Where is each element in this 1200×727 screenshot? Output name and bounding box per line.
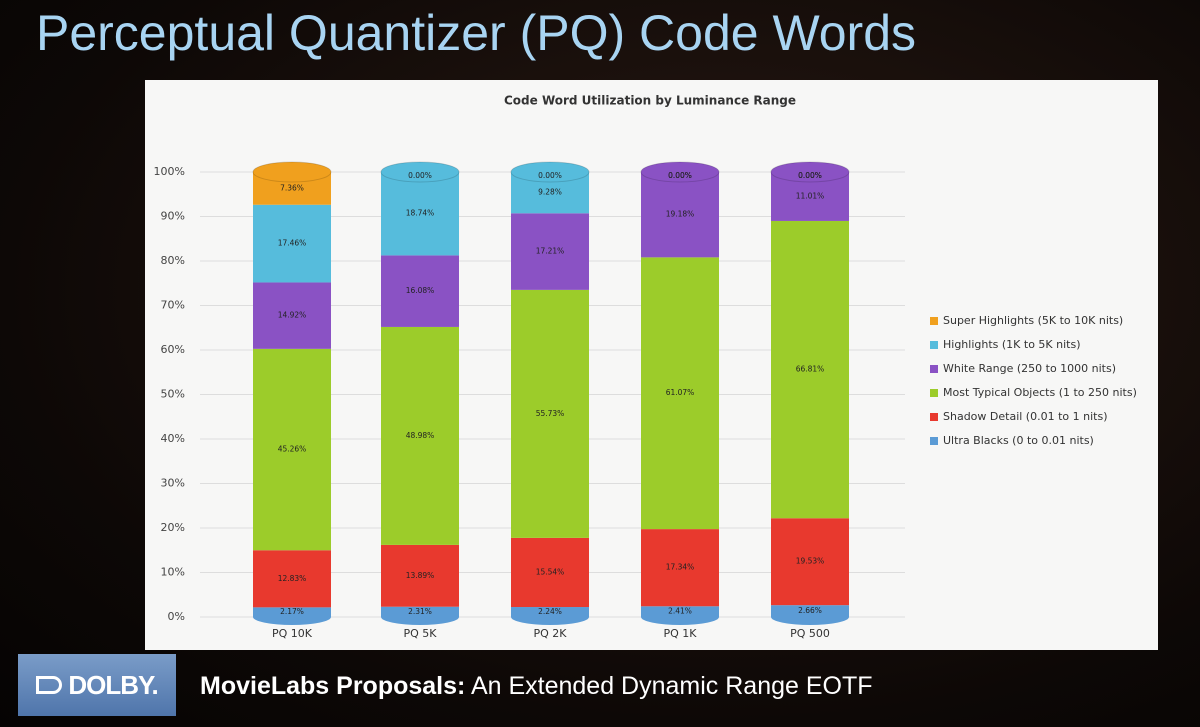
- legend-swatch: [930, 413, 938, 421]
- x-tick-label: PQ 2K: [534, 627, 568, 640]
- chart-title: Code Word Utilization by Luminance Range: [504, 94, 796, 108]
- x-tick-label: PQ 500: [790, 627, 830, 640]
- value-label: 2.17%: [280, 607, 304, 616]
- y-tick-label: 60%: [161, 343, 185, 356]
- bar-cap: [252, 161, 332, 183]
- bar-segment: [771, 220, 849, 519]
- y-tick-label: 80%: [161, 254, 185, 267]
- value-label: 2.41%: [668, 607, 692, 616]
- legend-label: Shadow Detail (0.01 to 1 nits): [943, 410, 1107, 423]
- value-label: 0.00%: [798, 171, 822, 180]
- x-tick-label: PQ 10K: [272, 627, 313, 640]
- y-tick-label: 70%: [161, 299, 185, 312]
- value-label: 13.89%: [406, 571, 435, 580]
- footer: DOLBY. MovieLabs Proposals: An Extended …: [0, 650, 1200, 727]
- legend-label: White Range (250 to 1000 nits): [943, 362, 1116, 375]
- y-tick-label: 100%: [154, 165, 185, 178]
- footer-bold: MovieLabs Proposals:: [200, 672, 466, 700]
- bar-cap: [380, 161, 460, 183]
- y-tick-label: 20%: [161, 521, 185, 534]
- footer-text: MovieLabs Proposals: An Extended Dynamic…: [200, 672, 873, 701]
- value-label: 12.83%: [278, 574, 307, 583]
- value-label: 11.01%: [796, 191, 825, 200]
- bar-segment: [511, 213, 589, 290]
- y-tick-label: 0%: [168, 610, 185, 623]
- bar-segment: [253, 348, 331, 551]
- value-label: 19.53%: [796, 557, 825, 566]
- value-label: 18.74%: [406, 209, 435, 218]
- bar-segment: [253, 607, 331, 617]
- x-tick-label: PQ 1K: [664, 627, 698, 640]
- value-label: 2.66%: [798, 606, 822, 615]
- legend-swatch: [930, 317, 938, 325]
- bar-segment: [771, 605, 849, 617]
- y-tick-label: 40%: [161, 432, 185, 445]
- value-label: 0.00%: [538, 171, 562, 180]
- value-label: 16.08%: [406, 286, 435, 295]
- value-label: 55.73%: [536, 409, 565, 418]
- value-label: 7.36%: [280, 183, 304, 192]
- footer-rest: An Extended Dynamic Range EOTF: [470, 672, 873, 700]
- value-label: 0.00%: [668, 171, 692, 180]
- legend-swatch: [930, 437, 938, 445]
- bar-segment: [641, 606, 719, 617]
- legend-swatch: [930, 341, 938, 349]
- value-label: 17.21%: [536, 247, 565, 256]
- bar-segment: [253, 550, 331, 608]
- bar-segment: [511, 289, 589, 538]
- bar-segment: [253, 282, 331, 349]
- y-tick-label: 50%: [161, 388, 185, 401]
- value-label: 9.28%: [538, 188, 562, 197]
- bar-segment: [641, 172, 719, 258]
- y-tick-label: 10%: [161, 566, 185, 579]
- bar-cap: [510, 161, 590, 183]
- bar-segment: [511, 537, 589, 608]
- legend-label: Super Highlights (5K to 10K nits): [943, 314, 1123, 327]
- logo-text: DOLBY.: [68, 669, 158, 700]
- y-tick-label: 30%: [161, 477, 185, 490]
- bar-cap: [770, 161, 850, 183]
- value-label: 0.00%: [408, 171, 432, 180]
- value-label: 0.00%: [668, 171, 692, 180]
- legend-swatch: [930, 389, 938, 397]
- value-label: 17.34%: [666, 563, 695, 572]
- legend-label: Ultra Blacks (0 to 0.01 nits): [943, 434, 1094, 447]
- bar-segment: [253, 204, 331, 283]
- value-label: 14.92%: [278, 311, 307, 320]
- bar-segment: [771, 518, 849, 606]
- bar-segment: [511, 607, 589, 617]
- value-label: 19.18%: [666, 210, 695, 219]
- bar-segment: [381, 255, 459, 327]
- x-tick-label: PQ 5K: [404, 627, 438, 640]
- logo: DOLBY.: [18, 654, 176, 716]
- value-label: 45.26%: [278, 445, 307, 454]
- bar-cap: [640, 161, 720, 183]
- value-label: 15.54%: [536, 567, 565, 576]
- bar-segment: [381, 606, 459, 617]
- bar-segment: [641, 257, 719, 530]
- y-tick-label: 90%: [161, 210, 185, 223]
- bar-segment: [641, 529, 719, 607]
- value-label: 17.46%: [278, 239, 307, 248]
- value-label: 61.07%: [666, 388, 695, 397]
- slide-title: Perceptual Quantizer (PQ) Code Words: [36, 5, 917, 61]
- value-label: 2.31%: [408, 607, 432, 616]
- legend-label: Highlights (1K to 5K nits): [943, 338, 1081, 351]
- value-label: 2.24%: [538, 607, 562, 616]
- value-label: 0.00%: [798, 171, 822, 180]
- bar-segment: [381, 544, 459, 607]
- bar-segment: [381, 172, 459, 256]
- legend-label: Most Typical Objects (1 to 250 nits): [943, 386, 1137, 399]
- bar-segment: [381, 326, 459, 545]
- value-label: 48.98%: [406, 431, 435, 440]
- value-label: 66.81%: [796, 365, 825, 374]
- legend-swatch: [930, 365, 938, 373]
